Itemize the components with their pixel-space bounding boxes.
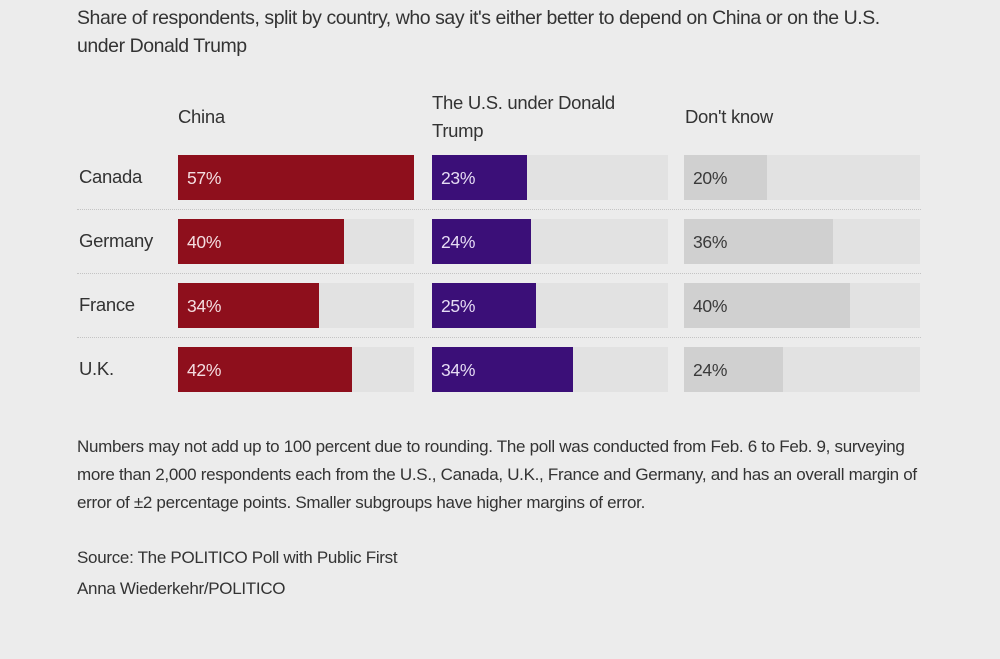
source-line: Source: The POLITICO Poll with Public Fi… [77, 548, 398, 567]
bar-0-france [178, 283, 319, 328]
bar-2-canada [684, 155, 767, 200]
bar-1-france [432, 283, 536, 328]
bar-2-uk [684, 347, 784, 392]
data-label: 42% [187, 360, 222, 380]
bar-0-uk [178, 347, 352, 392]
bar-track: 36% [684, 219, 920, 264]
bar-1-germany [432, 219, 532, 264]
row-divider [77, 337, 921, 338]
bar-track: 34% [432, 347, 668, 392]
data-label: 40% [187, 232, 222, 252]
data-label: 36% [693, 232, 728, 252]
bar-1-uk [432, 347, 573, 392]
bar-2-germany [684, 219, 834, 264]
bar-track: 34% [178, 283, 414, 328]
bar-track: 40% [684, 283, 920, 328]
country-label: France [79, 294, 135, 315]
country-label: U.K. [79, 358, 114, 379]
bar-track: 23% [432, 155, 668, 200]
data-label: 24% [441, 232, 476, 252]
data-label: 25% [441, 296, 476, 316]
chart-title: Share of respondents, split by country, … [77, 7, 880, 57]
bar-2-france [684, 283, 850, 328]
footnote: Numbers may not add up to 100 percent du… [77, 437, 917, 512]
data-label: 20% [693, 168, 728, 188]
data-label: 23% [441, 168, 476, 188]
row-divider [77, 209, 921, 210]
country-label: Germany [79, 230, 153, 251]
bar-1-canada [432, 155, 528, 200]
bar-track: 24% [684, 347, 920, 392]
country-label: Canada [79, 166, 143, 187]
bar-0-canada [178, 155, 414, 200]
column-header-dont-know: Don't know [685, 106, 773, 127]
column-header-us: The U.S. under Donald Trump [432, 92, 615, 141]
bar-track: 25% [432, 283, 668, 328]
data-label: 34% [441, 360, 476, 380]
bar-track: 40% [178, 219, 414, 264]
row-divider [77, 273, 921, 274]
bar-0-germany [178, 219, 344, 264]
data-label: 34% [187, 296, 222, 316]
column-header-china: China [178, 106, 225, 127]
credit-line: Anna Wiederkehr/POLITICO [77, 579, 286, 598]
data-label: 57% [187, 168, 222, 188]
bar-track: 42% [178, 347, 414, 392]
bar-track: 24% [432, 219, 668, 264]
data-label: 40% [693, 296, 728, 316]
data-label: 24% [693, 360, 728, 380]
bar-track: 20% [684, 155, 920, 200]
bar-track: 57% [178, 155, 414, 200]
